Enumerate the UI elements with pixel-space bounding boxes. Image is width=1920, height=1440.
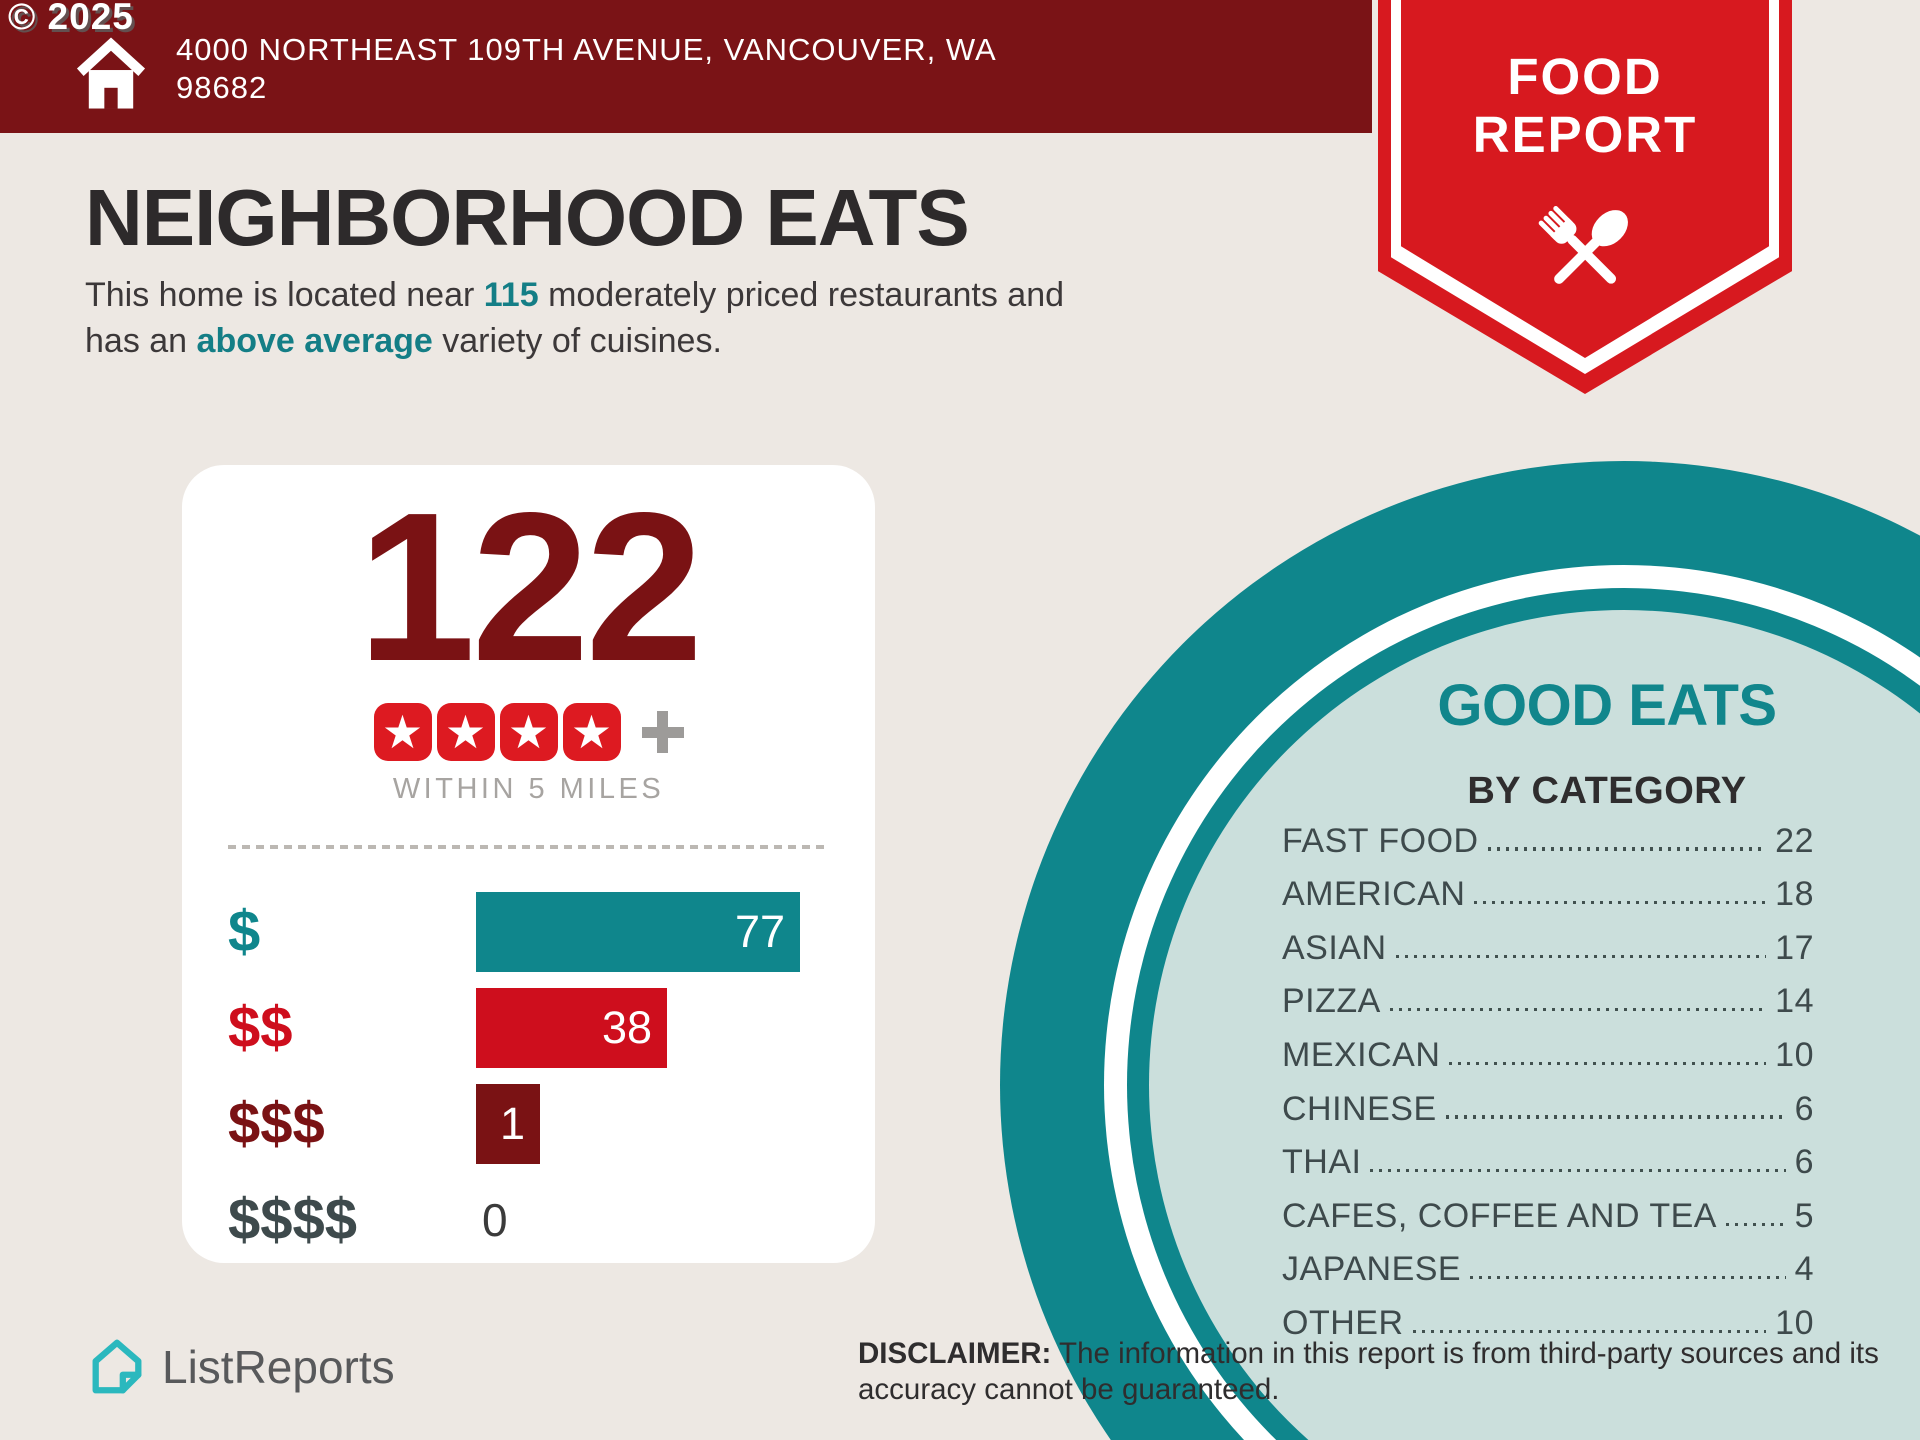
dotted-leader [1395, 954, 1767, 958]
price-bar-value: 77 [734, 906, 785, 957]
category-count: 18 [1775, 875, 1814, 914]
category-label: MEXICAN [1282, 1035, 1441, 1074]
category-count: 14 [1775, 982, 1814, 1021]
category-row: CHINESE 6 [1282, 1084, 1814, 1138]
listreports-logo-icon [92, 1339, 142, 1394]
ribbon-title: FOOD REPORT [1378, 48, 1792, 164]
address-line-1: 4000 NORTHEAST 109TH AVENUE, VANCOUVER, … [176, 32, 997, 67]
category-label: PIZZA [1282, 982, 1381, 1021]
ribbon-title-line-1: FOOD [1507, 48, 1663, 105]
address-banner: 4000 NORTHEAST 109TH AVENUE, VANCOUVER, … [0, 0, 1372, 133]
price-tier-label: $$ [228, 995, 293, 1060]
plus-icon [641, 711, 684, 753]
rating-row: ★ ★ ★ ★ [182, 703, 875, 761]
property-address: 4000 NORTHEAST 109TH AVENUE, VANCOUVER, … [176, 31, 997, 107]
text-segment: DISCLAIMER: [858, 1337, 1052, 1370]
address-line-2: 98682 [176, 70, 268, 105]
category-row: OTHER 10 [1282, 1298, 1814, 1352]
star-icon: ★ [499, 703, 558, 761]
category-count: 10 [1775, 1303, 1814, 1342]
price-bar: 38 [476, 988, 667, 1068]
price-bar-value: 1 [499, 1098, 525, 1149]
star-icon: ★ [373, 703, 432, 761]
spoon-and-fork-icon [1538, 206, 1628, 284]
text-segment: The information in this report is from t… [858, 1337, 1879, 1406]
copyright-watermark: © 2025 [8, 0, 134, 37]
dotted-leader [1487, 847, 1767, 851]
price-bar: 77 [476, 892, 800, 972]
category-count: 6 [1794, 1143, 1814, 1182]
price-row: $$$ 1 [182, 1084, 875, 1164]
good-eats-title: GOOD EATS [1437, 673, 1777, 738]
category-label: CHINESE [1282, 1089, 1437, 1128]
category-row: MEXICAN 10 [1282, 1030, 1814, 1084]
dotted-leader [1449, 1061, 1767, 1065]
good-eats-outer-circle [1000, 461, 1920, 1440]
restaurant-count: 122 [357, 468, 704, 705]
category-label: JAPANESE [1282, 1250, 1462, 1289]
category-count: 4 [1794, 1250, 1814, 1289]
category-count: 5 [1794, 1196, 1814, 1235]
dotted-leader [1470, 1276, 1786, 1280]
price-row: $$ 38 [182, 988, 875, 1068]
dashed-divider [228, 845, 829, 849]
dotted-leader [1370, 1168, 1786, 1173]
listreports-logo-text: ListReports [162, 1341, 395, 1393]
price-bar: 1 [476, 1084, 540, 1164]
price-tier-label: $ [228, 899, 261, 964]
rating-stars: ★ ★ ★ ★ [373, 703, 621, 761]
category-label: AMERICAN [1282, 875, 1466, 914]
category-count: 10 [1775, 1035, 1814, 1074]
ribbon-title-line-2: REPORT [1472, 106, 1698, 163]
category-row: FAST FOOD 22 [1282, 816, 1814, 870]
category-row: PIZZA 14 [1282, 977, 1814, 1031]
restaurant-stats-card: 122 ★ ★ ★ ★ WITHIN 5 MILES $77 $$ 38 $$$ 1 $$$$ 0 [182, 465, 875, 1263]
category-label: ASIAN [1282, 928, 1387, 967]
text-segment: variety of cuisines. [432, 322, 722, 360]
price-row: $$$$ 0 [182, 1180, 875, 1260]
text-segment: above average [196, 322, 433, 360]
category-label: OTHER [1282, 1303, 1404, 1342]
category-count: 22 [1775, 821, 1814, 860]
good-eats-subtitle: BY CATEGORY [1467, 770, 1747, 812]
disclaimer-text: DISCLAIMER: The information in this repo… [858, 1336, 1918, 1408]
page-title: NEIGHBORHOOD EATS [85, 173, 970, 262]
category-row: CAFES, COFFEE AND TEA 5 [1282, 1191, 1814, 1245]
dotted-leader [1412, 1329, 1767, 1333]
category-row: THAI 6 [1282, 1138, 1814, 1192]
category-count: 6 [1794, 1089, 1814, 1128]
price-bar-value: 38 [601, 1002, 652, 1053]
text-segment: 115 [483, 276, 539, 314]
category-row: ASIAN 17 [1282, 923, 1814, 977]
price-tier-bar-chart: $77 $$ 38 $$$ 1 $$$$ 0 [182, 892, 875, 1260]
price-zero-value: 0 [482, 1194, 508, 1246]
category-row: AMERICAN 18 [1282, 870, 1814, 924]
text-segment: moderately priced restaurants and has an [85, 276, 1065, 360]
home-icon [76, 37, 146, 109]
price-row: $77 [182, 892, 875, 972]
category-row: JAPANESE 4 [1282, 1245, 1814, 1299]
page-subtitle: This home is located near 115 moderately… [85, 272, 1185, 364]
dotted-leader [1389, 1008, 1767, 1012]
dotted-leader [1445, 1115, 1786, 1119]
dotted-leader [1725, 1222, 1786, 1226]
category-list: FAST FOOD 22 AMERICAN 18 ASIAN 17 PIZZA 14 MEXIC… [1282, 816, 1814, 1352]
category-label: FAST FOOD [1282, 821, 1479, 860]
within-radius-label: WITHIN 5 MILES [392, 773, 665, 805]
star-icon: ★ [562, 703, 621, 761]
price-tier-label: $$$$ [228, 1187, 358, 1252]
star-icon: ★ [436, 703, 495, 761]
category-count: 17 [1775, 928, 1814, 967]
category-label: CAFES, COFFEE AND TEA [1282, 1196, 1717, 1235]
category-label: THAI [1282, 1143, 1362, 1182]
food-report-ribbon: FOOD REPORT [1378, 0, 1792, 394]
text-segment: This home is located near [85, 276, 484, 314]
price-tier-label: $$$ [228, 1091, 325, 1156]
dotted-leader [1474, 901, 1767, 905]
